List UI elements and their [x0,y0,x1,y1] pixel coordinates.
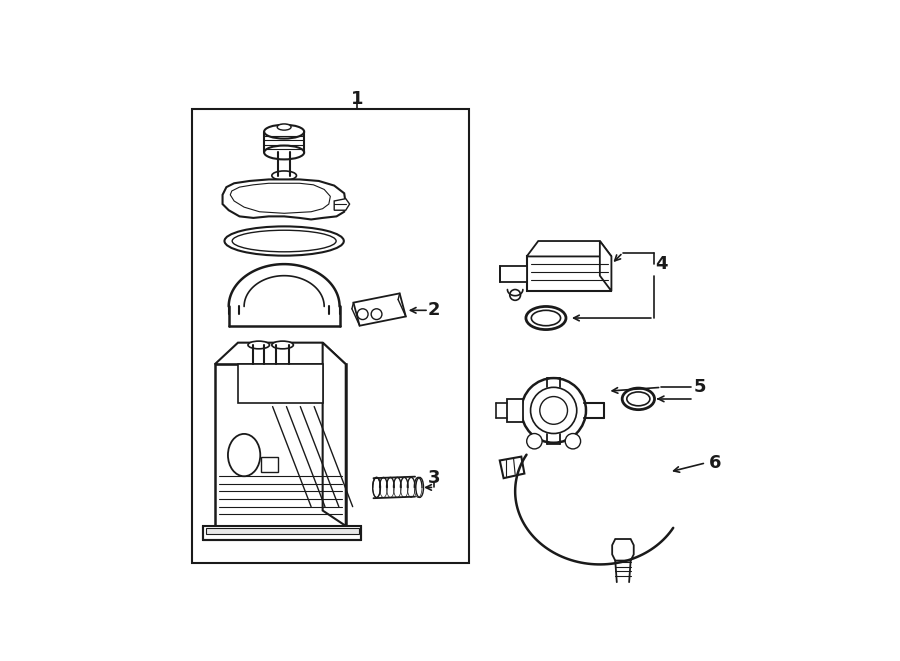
Ellipse shape [373,477,381,498]
Text: 3: 3 [428,469,441,487]
Polygon shape [230,183,330,214]
Circle shape [565,434,581,449]
Polygon shape [215,342,346,364]
Ellipse shape [416,477,424,498]
Circle shape [371,309,382,319]
Circle shape [540,397,568,424]
Text: 5: 5 [694,378,706,397]
Polygon shape [354,293,406,326]
Ellipse shape [277,124,291,130]
Text: 1: 1 [351,90,364,108]
Circle shape [531,387,577,434]
Text: 6: 6 [709,454,722,472]
Circle shape [521,378,586,443]
Ellipse shape [272,171,296,180]
Polygon shape [526,241,611,256]
Polygon shape [334,199,349,210]
Ellipse shape [264,125,304,139]
Polygon shape [322,342,346,526]
Ellipse shape [224,226,344,256]
Ellipse shape [264,145,304,159]
Text: 2: 2 [428,301,441,319]
Polygon shape [500,266,526,282]
Bar [215,364,346,526]
Polygon shape [526,256,611,291]
Bar [261,457,278,472]
Circle shape [526,434,542,449]
Polygon shape [599,241,611,291]
Text: 4: 4 [655,255,668,273]
Polygon shape [222,179,346,219]
Polygon shape [508,399,523,422]
Ellipse shape [626,392,650,406]
Ellipse shape [531,310,561,326]
Ellipse shape [272,341,293,349]
Ellipse shape [248,341,269,349]
Polygon shape [500,457,525,478]
Circle shape [509,290,520,300]
Ellipse shape [622,388,654,410]
Bar [205,528,359,534]
Polygon shape [612,539,634,561]
Ellipse shape [228,434,260,477]
Bar [238,364,322,403]
Bar [203,526,361,540]
Bar [192,108,469,563]
Ellipse shape [232,230,336,252]
Circle shape [357,309,368,319]
Ellipse shape [526,307,566,330]
